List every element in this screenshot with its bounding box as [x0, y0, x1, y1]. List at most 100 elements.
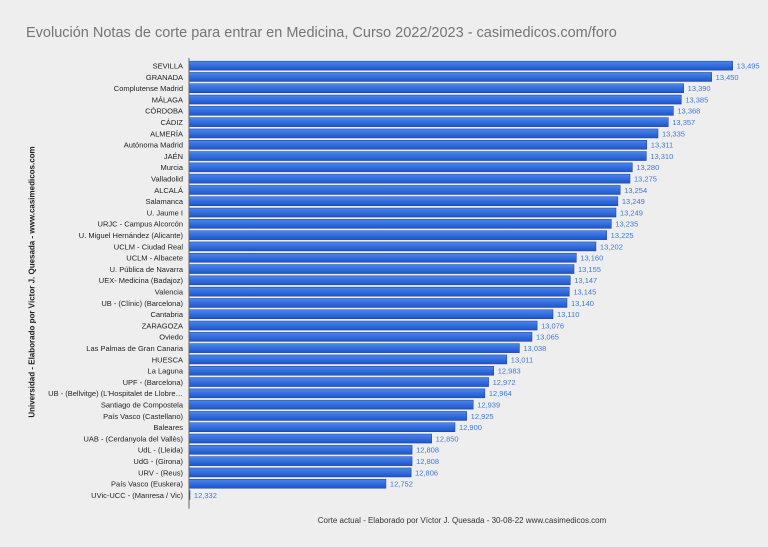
data-label: 13,249 [622, 197, 645, 206]
data-label: 12,850 [436, 434, 459, 443]
bar [188, 117, 669, 127]
category-label: UCLM - Ciudad Real [114, 242, 184, 251]
bar [188, 275, 571, 286]
bar [188, 377, 489, 387]
data-label: 13,311 [651, 141, 673, 150]
category-label: UdL - (Lleida) [138, 446, 184, 455]
category-label: Oviedo [159, 333, 183, 342]
data-label: 13,495 [737, 61, 760, 70]
data-label: 13,385 [685, 95, 708, 104]
bar [188, 479, 387, 489]
bar [188, 343, 520, 353]
data-label: 13,140 [571, 299, 594, 308]
data-label: 13,235 [615, 220, 638, 229]
category-label: Complutense Madrid [114, 84, 183, 93]
bar [188, 456, 413, 466]
bar [188, 433, 432, 444]
category-label: País Vasco (Castellano) [103, 412, 183, 421]
bar [188, 83, 684, 93]
bar [188, 399, 474, 410]
category-label: Murcia [160, 163, 183, 172]
category-label: UdG - (Girona) [133, 457, 183, 466]
category-label: URV - (Reus) [138, 468, 183, 477]
category-label: JAÉN [164, 152, 183, 161]
category-label: U. Jaume I [147, 208, 183, 217]
bar [188, 128, 659, 139]
data-label: 13,280 [636, 163, 659, 172]
data-label: 13,249 [620, 208, 643, 217]
data-label: 12,808 [416, 446, 439, 455]
data-label: 13,147 [574, 276, 597, 285]
category-label: ALCALÁ [154, 186, 183, 195]
data-label: 13,357 [672, 118, 695, 127]
category-label: UCLM - Albacete [126, 254, 183, 263]
category-label: UB - (Clínic) (Barcelona) [101, 299, 183, 308]
data-label: 13,038 [523, 344, 546, 353]
data-label: 13,076 [541, 321, 564, 330]
data-label: 13,275 [634, 174, 657, 183]
category-label: SEVILLA [153, 61, 183, 70]
category-label: UVic-UCC - (Manresa / Vic) [91, 491, 183, 500]
bar [188, 467, 412, 478]
data-label: 13,390 [688, 84, 711, 93]
data-label: 13,202 [600, 242, 623, 251]
data-label: 12,808 [416, 457, 439, 466]
category-label: GRANADA [146, 73, 183, 82]
bar [188, 106, 674, 116]
category-label: HUESCA [152, 355, 183, 364]
data-label: 13,160 [580, 254, 603, 263]
category-label: Cantabria [150, 310, 183, 319]
category-label: UB - (Bellvitge) (L'Hospitalet de Llobre… [48, 389, 183, 398]
category-label: Las Palmas de Gran Canaria [86, 344, 184, 353]
category-label: CÓRDOBA [145, 107, 183, 116]
bar [188, 185, 621, 195]
category-label: MÁLAGA [152, 95, 183, 104]
category-label: ZARAGOZA [142, 321, 183, 330]
bar [188, 264, 575, 274]
category-label: Valencia [155, 287, 184, 296]
category-label: U. Pública de Navarra [110, 265, 184, 274]
data-label: 13,155 [578, 265, 601, 274]
bar [188, 298, 568, 308]
data-label: 13,011 [511, 355, 533, 364]
category-label: ALMERÍA [150, 129, 183, 138]
data-label: 13,368 [677, 107, 700, 116]
data-label: 13,254 [624, 186, 647, 195]
bar [188, 162, 633, 173]
category-label: UPF - (Barcelona) [123, 378, 184, 387]
category-label: UEX- Medicina (Badajoz) [99, 276, 184, 285]
data-label: 12,983 [498, 367, 521, 376]
data-label: 12,752 [390, 480, 413, 489]
bar [188, 422, 456, 432]
data-label: 12,900 [459, 423, 482, 432]
data-label: 12,964 [489, 389, 512, 398]
category-label: Valladolid [151, 174, 183, 183]
bar [188, 445, 413, 455]
bar [188, 320, 538, 331]
category-label: URJC - Campus Alcorcón [98, 220, 183, 229]
data-label: 12,939 [477, 400, 500, 409]
data-label: 13,145 [573, 287, 596, 296]
bar [188, 354, 508, 365]
bar [188, 196, 619, 206]
bar [188, 173, 631, 184]
data-label: 12,972 [493, 378, 516, 387]
bar [188, 366, 494, 376]
data-label: 12,925 [471, 412, 494, 421]
chart-title: Evolución Notas de corte para entrar en … [26, 25, 617, 41]
bar [188, 219, 612, 229]
category-label: UAB - (Cerdanyola del Vallès) [84, 434, 184, 443]
bar [188, 60, 733, 71]
data-label: 12,806 [415, 468, 438, 477]
bar [188, 286, 570, 297]
category-label: País Vasco (Euskera) [111, 480, 183, 489]
data-label: 13,065 [536, 333, 559, 342]
category-label: Autónoma Madrid [124, 141, 183, 150]
data-label: 13,335 [662, 129, 685, 138]
bar [188, 94, 682, 105]
bar [188, 151, 647, 161]
category-label: U. Miguel Hernández (Alicante) [79, 231, 184, 240]
data-label: 13,110 [557, 310, 579, 319]
bar [188, 207, 617, 218]
